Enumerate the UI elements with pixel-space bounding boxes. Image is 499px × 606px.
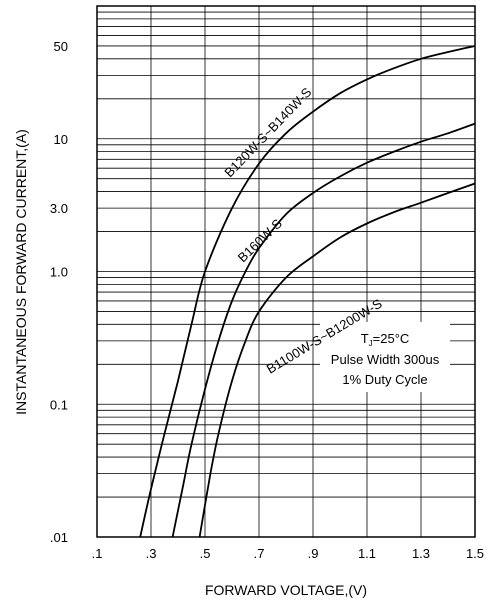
series-line-1 [171,122,476,538]
x-tick-label: .5 [200,546,211,561]
plot-frame [96,5,476,538]
tj-value: =25°C [373,331,410,346]
tj-prefix: T [361,331,369,346]
x-tick-labels: .1 .3 .5 .7 .9 1.1 1.3 1.5 [92,546,484,561]
pulse-width-label: Pulse Width 300us [331,352,440,367]
y-tick-labels: .01 0.1 1.0 3.0 10 50 [50,39,68,545]
curves [139,45,476,538]
y-tick-label: 50 [54,39,68,54]
x-tick-label: 1.5 [466,546,484,561]
y-tick-label: .01 [50,530,68,545]
x-tick-label: 1.3 [412,546,430,561]
x-tick-label: .1 [92,546,103,561]
series-line-0 [139,45,476,538]
x-tick-label: 1.1 [358,546,376,561]
series-line-2 [198,182,476,538]
duty-cycle-label: 1% Duty Cycle [342,372,427,387]
tj-condition: TJ=25°C [361,331,410,348]
tj-subscript: J [369,339,373,348]
x-tick-label: .7 [254,546,265,561]
y-tick-label: 10 [54,132,68,147]
x-tick-label: .3 [146,546,157,561]
y-tick-label: 1.0 [50,265,68,280]
curve-label-b160w: B160W-S [235,216,286,266]
y-axis-title: INSTANTANEOUS FORWARD CURRENT,(A) [13,129,29,415]
y-tick-label: 0.1 [50,397,68,412]
x-axis-title: FORWARD VOLTAGE,(V) [205,582,367,598]
grid [97,6,475,537]
conditions-box [320,322,450,392]
y-tick-label: 3.0 [50,201,68,216]
x-tick-label: .9 [308,546,319,561]
